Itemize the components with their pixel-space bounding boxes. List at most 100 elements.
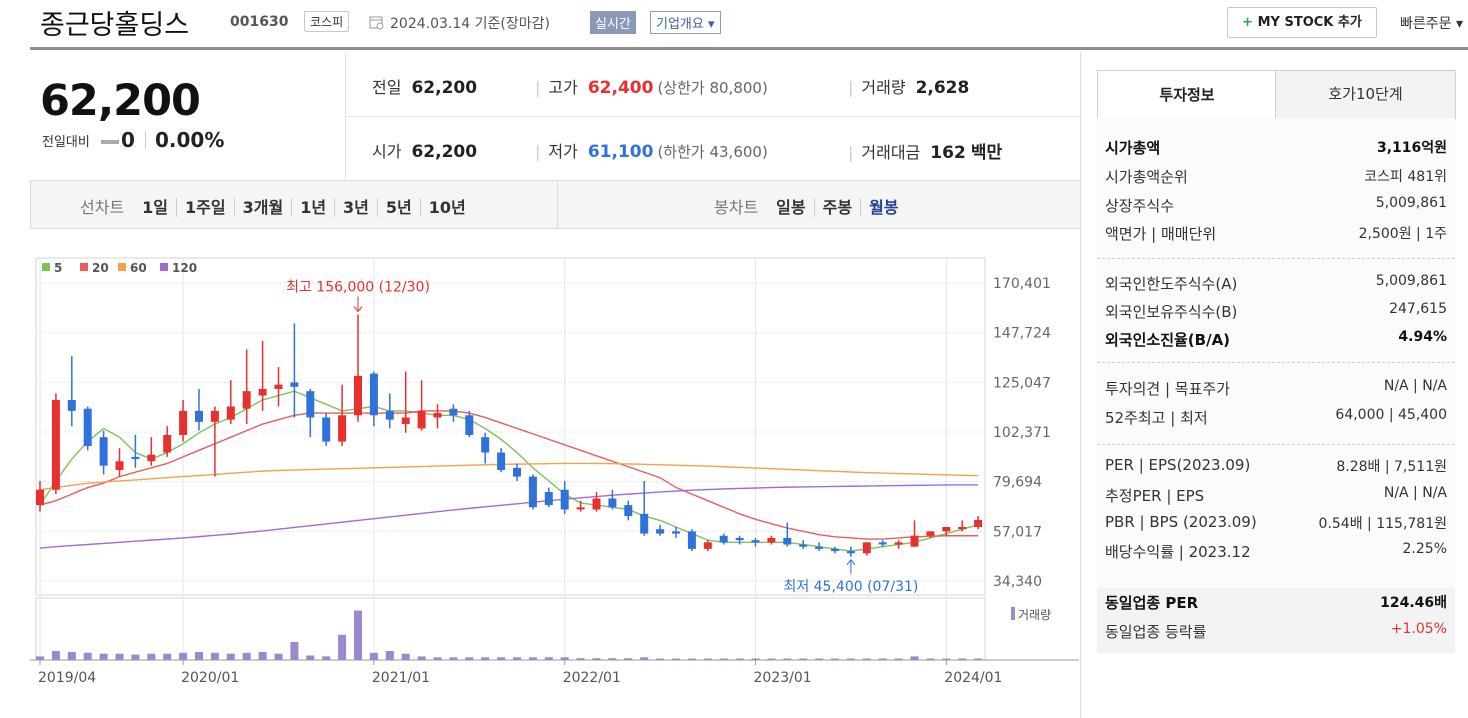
- change-rate: 0.00%: [155, 128, 225, 152]
- panel-tab-active[interactable]: 투자정보: [1097, 70, 1277, 119]
- info-label: 외국인한도주식수(A): [1105, 275, 1238, 293]
- info-row: 배당수익률 | 2023.12 2.25%: [1105, 541, 1447, 562]
- period-tab[interactable]: 5년: [376, 198, 420, 217]
- realtime-button[interactable]: 실시간: [590, 11, 636, 34]
- y-tick-label: 102,371: [993, 425, 1051, 441]
- volume-bar: [831, 658, 839, 660]
- volume-bar: [274, 653, 283, 660]
- candle-body: [401, 417, 410, 425]
- current-price: 62,200: [40, 76, 201, 126]
- volume-bar: [36, 656, 44, 660]
- quote-cell: 전일 62,200: [372, 74, 477, 98]
- candle-chart-tabs: 봉차트 일봉 주봉 월봉: [714, 194, 907, 218]
- overview-button[interactable]: 기업개요 ▾: [650, 11, 721, 34]
- volume-bar: [576, 658, 585, 660]
- mystock-button[interactable]: + MY STOCK 추가: [1227, 7, 1377, 38]
- x-tick-label: 2023/01: [754, 670, 812, 686]
- volume-bar: [51, 651, 60, 660]
- quote-value: 62,400: [587, 78, 654, 98]
- line-chart-tabs: 선차트 1일 1주일 3개월 1년 3년 5년 10년: [80, 194, 474, 218]
- info-value: 0.54배 | 115,781원: [1318, 516, 1447, 532]
- candle-body: [147, 454, 156, 462]
- quote-cell: | 고가 62,400 (상한가 80,800): [535, 78, 768, 98]
- chart-tab-bar: [30, 180, 1081, 229]
- line-chart-label: 선차트: [80, 198, 125, 217]
- section-rule: [1097, 362, 1455, 363]
- info-label[interactable]: 시가총액순위: [1105, 168, 1188, 186]
- volume-bar: [672, 658, 680, 660]
- info-row: PER | EPS(2023.09) 8.28배 | 7,511원: [1105, 456, 1447, 476]
- low-annotation: 최저 45,400 (07/31): [783, 579, 918, 595]
- info-row: 외국인한도주식수(A) 5,009,861: [1105, 273, 1447, 294]
- legend-label: 120: [172, 261, 197, 275]
- info-row: 시가총액순위 코스피 481위: [1105, 166, 1447, 187]
- quick-order[interactable]: 빠른주문 ▾: [1400, 16, 1464, 32]
- candle-body: [51, 399, 60, 490]
- volume-bar: [719, 658, 728, 660]
- candle-period-tab[interactable]: 일봉: [776, 198, 806, 217]
- volume-bar: [608, 658, 617, 660]
- info-label[interactable]: 동일업종 등락률: [1105, 623, 1207, 641]
- period-tab[interactable]: 1일: [142, 198, 169, 217]
- info-row: 투자의견 | 목표주가 N/A | N/A: [1105, 378, 1447, 399]
- volume-bar: [624, 658, 633, 660]
- volume-bar: [83, 652, 92, 660]
- y-tick-label: 57,017: [993, 524, 1042, 540]
- legend-label: 60: [130, 261, 147, 275]
- quick-order-label: 빠른주문: [1400, 16, 1452, 32]
- quote-value: 2,628: [915, 78, 970, 98]
- x-tick-label: 2021/01: [372, 670, 430, 686]
- info-label: 시가총액: [1105, 139, 1161, 157]
- volume-bar: [640, 657, 649, 660]
- candle-period-tab[interactable]: 월봉: [860, 198, 907, 217]
- candle-body: [862, 542, 871, 554]
- legend-swatch: [80, 263, 88, 271]
- overview-label: 기업개요: [656, 17, 704, 32]
- period-tab[interactable]: 1년: [291, 198, 335, 217]
- candle-body: [131, 456, 140, 460]
- candle-body: [242, 391, 251, 409]
- volume-bar: [910, 656, 919, 660]
- candle-body: [576, 507, 585, 510]
- quote-value: 62,200: [411, 142, 478, 162]
- candle-body: [846, 551, 855, 554]
- candle-body: [163, 434, 172, 453]
- candle-body: [322, 417, 331, 442]
- volume-bar: [290, 642, 299, 660]
- candle-body: [258, 388, 267, 396]
- quote-cell: | 거래대금 162 백만: [848, 143, 1003, 163]
- volume-bar: [528, 657, 537, 660]
- info-row: 52주최고 | 최저 64,000 | 45,400: [1105, 407, 1447, 428]
- candle-period-tab[interactable]: 주봉: [813, 198, 861, 217]
- change-value: 0: [121, 128, 135, 152]
- volume-legend-label: 거래량: [1018, 608, 1051, 622]
- volume-bar: [369, 652, 378, 660]
- panel-tab[interactable]: 호가10단계: [1275, 70, 1456, 119]
- candle-body: [83, 408, 92, 446]
- candle-body: [481, 437, 490, 453]
- candle-body: [640, 513, 649, 534]
- flat-icon: [101, 140, 119, 144]
- quote-extra: (하한가 43,600): [657, 143, 768, 161]
- volume-bar: [767, 658, 776, 660]
- change-label: 전일대비: [42, 135, 90, 150]
- candle-body: [338, 415, 347, 442]
- info-label: 외국인보유주식수(B): [1105, 303, 1238, 321]
- info-value: 5,009,861: [1375, 273, 1447, 289]
- period-tab[interactable]: 1주일: [176, 198, 234, 217]
- info-label[interactable]: 동일업종 PER: [1105, 594, 1199, 612]
- base-date: 2024.03.14 기준(장마감): [390, 16, 550, 32]
- candle-body: [274, 384, 283, 389]
- volume-bar: [115, 653, 124, 660]
- volume-bar: [481, 657, 490, 660]
- info-value: 5,009,861: [1375, 195, 1447, 211]
- period-tab[interactable]: 10년: [419, 198, 474, 217]
- period-tab[interactable]: 3년: [334, 198, 377, 217]
- period-tab[interactable]: 3개월: [233, 198, 292, 217]
- volume-bar: [513, 657, 521, 660]
- info-value: 247,615: [1389, 301, 1447, 317]
- candle-body: [433, 413, 442, 418]
- moving-average-line: [39, 484, 979, 549]
- quote-value: 62,200: [411, 78, 478, 98]
- candle-body: [179, 410, 188, 435]
